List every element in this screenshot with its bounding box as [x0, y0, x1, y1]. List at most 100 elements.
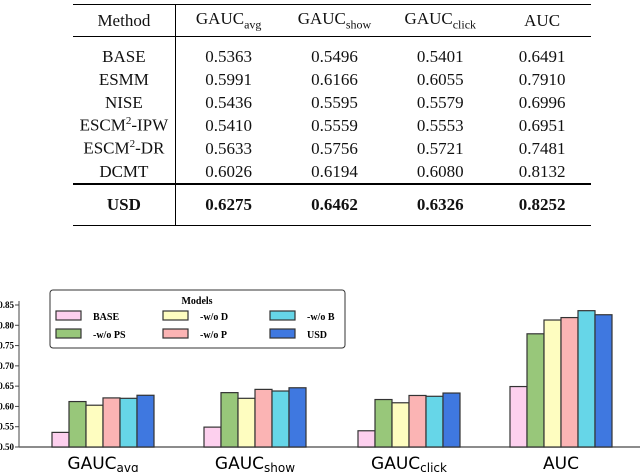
y-tick-label: 0.80	[0, 320, 15, 330]
value-cell: 0.6996	[518, 92, 566, 112]
method-cell: BASE	[73, 36, 176, 68]
value-cell: 0.6080	[416, 161, 464, 181]
bar-wop	[560, 316, 579, 448]
best-row: USD 0.6275 0.6462 0.6326 0.8252	[73, 183, 591, 226]
legend-swatch	[269, 310, 296, 321]
legend-title: Models	[181, 296, 212, 307]
bar-wob	[577, 310, 596, 448]
value-cell: 0.6166	[311, 69, 358, 89]
method-cell: ESCM2-DR	[73, 137, 176, 160]
results-table: Method GAUCavg GAUCshow GAUCclick AUC BASE 0.…	[73, 4, 591, 226]
x-tick-label: GAUCclick	[371, 454, 447, 472]
header-sub: show	[345, 17, 372, 32]
header-sub: avg	[244, 17, 262, 32]
legend-swatch	[55, 328, 82, 339]
bar-wops	[374, 398, 393, 448]
bar-wod	[237, 397, 256, 448]
bar-wob	[425, 395, 444, 448]
bar-wod	[543, 319, 562, 448]
header-main: GAUC	[404, 8, 453, 28]
value-cell: 0.5633	[205, 138, 253, 158]
value-cell: 0.7910	[518, 69, 566, 89]
value-cell: 0.6326	[387, 183, 494, 226]
table-row: BASE 0.5363 0.5496 0.5401 0.6491	[73, 36, 591, 68]
column-header: GAUCavg	[175, 4, 282, 37]
value-cell: 0.5401	[416, 46, 464, 66]
value-cell: 0.8132	[518, 161, 566, 181]
legend-swatch	[55, 310, 82, 321]
bar-wob	[119, 397, 138, 448]
value-cell: 0.5363	[205, 46, 253, 66]
value-cell: 0.6951	[518, 115, 566, 135]
legend-swatch	[162, 328, 189, 339]
bar-wod	[85, 404, 104, 448]
method-cell: ESMM	[73, 68, 176, 91]
legend-swatch	[269, 328, 296, 339]
method-cell: ESCM2-IPW	[73, 114, 176, 137]
y-tick-label: 0.65	[0, 381, 15, 391]
y-tick-label: 0.85	[0, 300, 15, 310]
value-cell: 0.5991	[205, 69, 253, 89]
bar-wob	[271, 390, 290, 448]
bar-usd	[594, 314, 613, 448]
legend-label: BASE	[93, 312, 119, 323]
table-row: DCMT 0.6026 0.6194 0.6080 0.8132	[73, 160, 591, 184]
legend-label: -w/o P	[200, 330, 227, 341]
header-sub: click	[452, 17, 477, 32]
value-cell: 0.5595	[311, 92, 358, 112]
x-tick-label: AUC	[543, 454, 579, 472]
y-tick-label: 0.50	[0, 442, 15, 452]
value-cell: 0.5721	[416, 138, 464, 158]
bar-usd	[442, 392, 461, 448]
legend-swatch	[162, 310, 189, 321]
method-cell: DCMT	[73, 160, 176, 184]
bar-base	[509, 385, 528, 448]
bar-base	[203, 426, 222, 448]
legend-label: USD	[307, 330, 327, 341]
x-tick-label: GAUCshow	[215, 454, 295, 472]
value-cell: 0.7481	[518, 138, 566, 158]
header-main: AUC	[524, 10, 561, 30]
bar-usd	[288, 387, 307, 448]
y-tick-label: 0.70	[0, 361, 15, 371]
value-cell: 0.6026	[205, 161, 253, 181]
bar-wop	[408, 394, 427, 448]
method-cell: NISE	[73, 91, 176, 114]
value-cell: 0.5553	[416, 115, 464, 135]
table-row: NISE 0.5436 0.5595 0.5579 0.6996	[73, 91, 591, 114]
bar-wop	[254, 388, 273, 448]
column-header: AUC	[493, 4, 591, 37]
y-tick-label: 0.75	[0, 341, 15, 351]
bar-wops	[68, 400, 87, 448]
x-tick-label: GAUCavg	[67, 454, 138, 472]
y-tick-label: 0.60	[0, 401, 15, 411]
bar-wop	[102, 397, 121, 448]
header-main: Method	[97, 10, 151, 30]
value-cell: 0.5496	[311, 46, 358, 66]
bar-wops	[526, 333, 545, 448]
column-header: GAUCshow	[281, 4, 388, 37]
bar-usd	[136, 394, 155, 448]
bar-base	[51, 431, 70, 448]
legend-label: -w/o D	[200, 312, 228, 323]
header-main: GAUC	[297, 8, 346, 28]
bar-wod	[391, 402, 410, 448]
value-cell: 0.6462	[281, 183, 388, 226]
column-header: GAUCclick	[387, 4, 494, 37]
value-cell: 0.8252	[493, 183, 591, 226]
bar-base	[357, 430, 376, 448]
method-cell: USD	[73, 183, 176, 226]
y-tick-label: 0.55	[0, 422, 15, 432]
value-cell: 0.5579	[416, 92, 464, 112]
column-header: Method	[73, 4, 176, 37]
value-cell: 0.6275	[175, 183, 282, 226]
value-cell: 0.6491	[518, 46, 566, 66]
table-row: ESCM2-DR 0.5633 0.5756 0.5721 0.7481	[73, 137, 591, 160]
value-cell: 0.6194	[311, 161, 358, 181]
legend-label: -w/o PS	[93, 330, 126, 341]
value-cell: 0.5756	[311, 138, 358, 158]
legend-label: -w/o B	[307, 312, 335, 323]
value-cell: 0.5410	[205, 115, 253, 135]
header-main: GAUC	[195, 8, 245, 28]
ablation-bar-chart: 0.50 0.55 0.60 0.65 0.70 0.75 0.80 0.85 GAUCavg G…	[0, 289, 640, 472]
